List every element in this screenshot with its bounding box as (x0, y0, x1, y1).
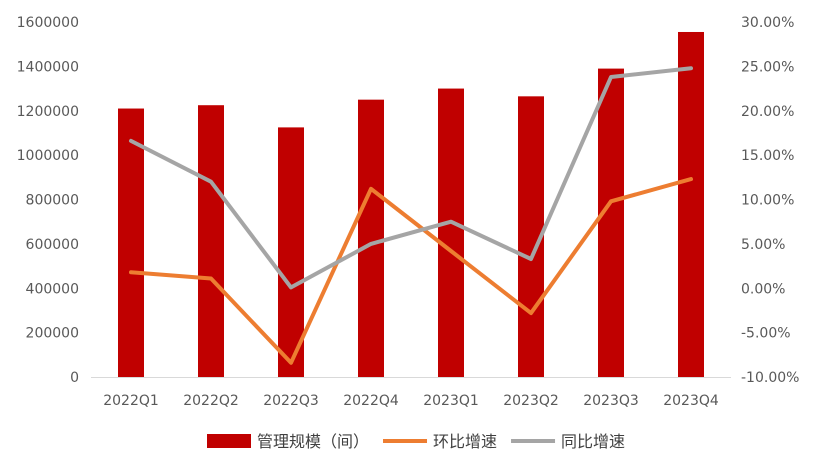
y-right-tick-label: 10.00% (741, 193, 794, 209)
y-left-tick-label: 1600000 (17, 15, 79, 31)
legend: 管理规模（间） 环比增速 同比增速 (207, 432, 625, 451)
y-left-tick-label: 1200000 (17, 104, 79, 120)
x-tick-label: 2022Q2 (183, 393, 239, 409)
y-right-tick-label: 15.00% (741, 148, 794, 164)
legend-label: 同比增速 (561, 432, 625, 451)
y-left-tick-label: 0 (70, 370, 79, 386)
line-series (129, 66, 693, 365)
legend-swatch (207, 434, 251, 448)
y-left-tick-label: 200000 (26, 326, 79, 342)
y-right-tick-label: 5.00% (741, 237, 785, 253)
axes: 0 200000 400000 600000 800000 1000000 1200000 1… (17, 15, 800, 409)
y-right-tick-label: 0.00% (741, 281, 785, 297)
bar (358, 99, 384, 377)
legend-label: 环比增速 (433, 432, 497, 451)
bar (598, 68, 624, 377)
y-left-tick-label: 800000 (26, 193, 79, 209)
y-left-tick-label: 1000000 (17, 148, 79, 164)
series-line (129, 66, 693, 290)
y-right-tick-label: -10.00% (741, 370, 799, 386)
bar (198, 105, 224, 377)
y-right-tick-label: 30.00% (741, 15, 794, 31)
y-left-tick-label: 400000 (26, 281, 79, 297)
x-tick-label: 2023Q1 (423, 393, 479, 409)
x-tick-label: 2023Q2 (503, 393, 559, 409)
legend-label: 管理规模（间） (257, 432, 369, 451)
y-right-tick-label: -5.00% (741, 326, 791, 342)
bar (678, 31, 704, 377)
x-tick-label: 2022Q3 (263, 393, 319, 409)
y-right-tick-label: 20.00% (741, 104, 794, 120)
bar (278, 127, 304, 377)
y-right-tick-label: 25.00% (741, 59, 794, 75)
bar (438, 88, 464, 377)
x-tick-label: 2023Q4 (663, 393, 719, 409)
x-tick-label: 2023Q3 (583, 393, 639, 409)
series-line (129, 177, 693, 365)
x-tick-label: 2022Q4 (343, 393, 399, 409)
bar-series (118, 31, 704, 377)
bar (118, 108, 144, 377)
x-tick-label: 2022Q1 (103, 393, 159, 409)
y-left-tick-label: 1400000 (17, 59, 79, 75)
y-left-tick-label: 600000 (26, 237, 79, 253)
